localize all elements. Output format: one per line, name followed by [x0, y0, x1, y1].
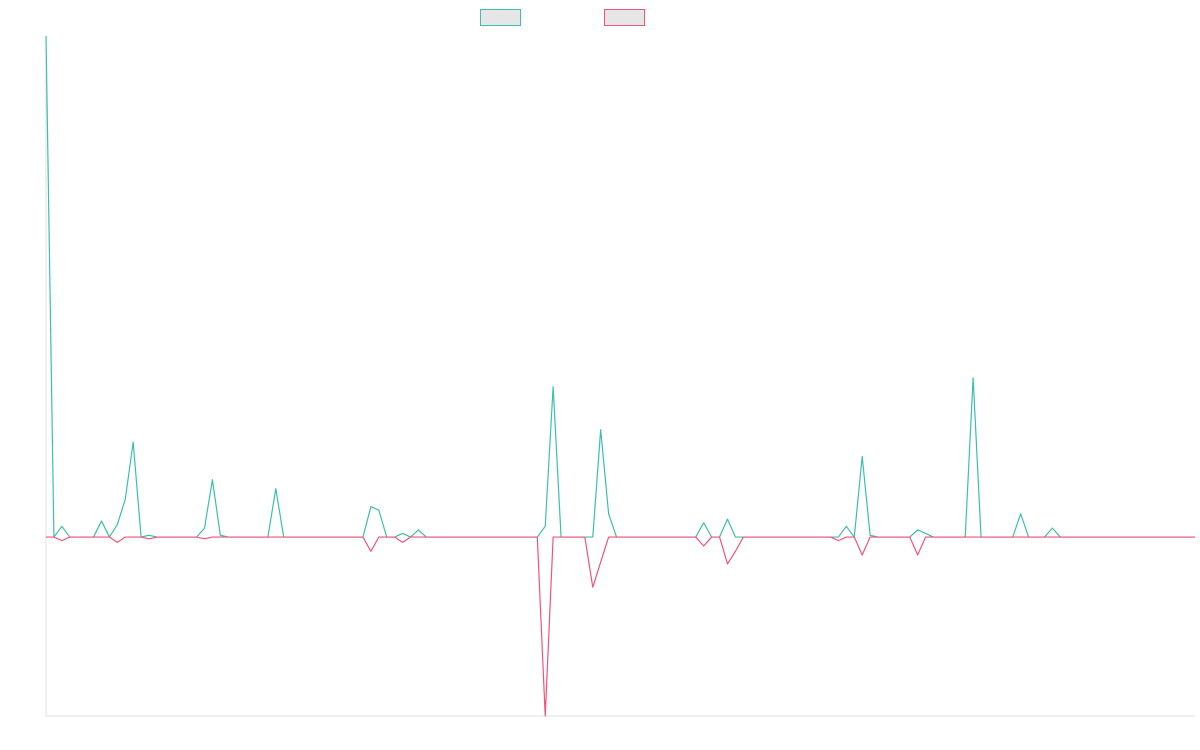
legend-item-series-1[interactable]	[480, 9, 521, 26]
axes	[45, 36, 1195, 717]
series-1-line	[45, 35, 1195, 538]
legend-swatch-series-1	[480, 9, 521, 26]
legend-swatch-series-2	[604, 9, 645, 26]
series-layer	[45, 35, 1195, 717]
legend-item-series-2[interactable]	[604, 9, 645, 26]
series-2-line	[46, 536, 1195, 717]
legend	[480, 9, 645, 26]
